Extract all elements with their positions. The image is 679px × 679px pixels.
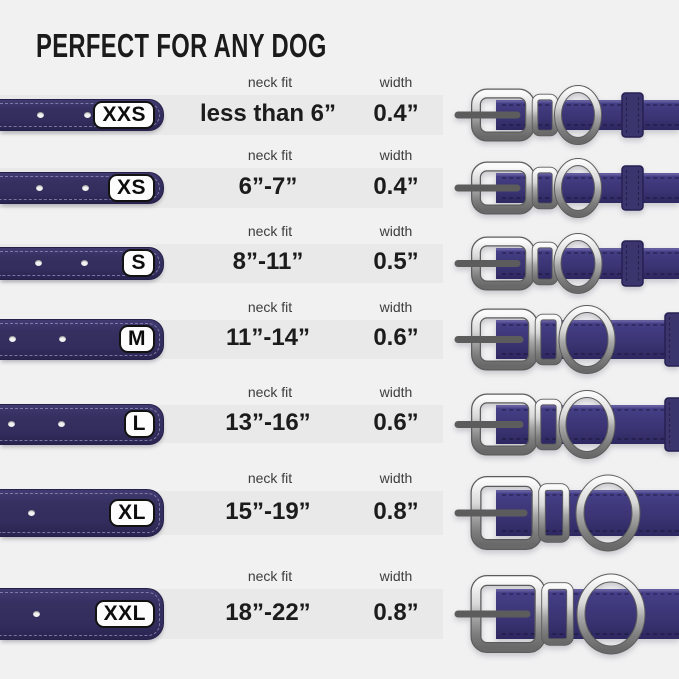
neck-fit-value: 8”-11” [232, 248, 304, 275]
neck-fit-value: 6”-7” [238, 173, 298, 200]
width-column-label: width [379, 384, 413, 400]
width-value: 0.6” [373, 324, 419, 351]
strap-hole [33, 611, 40, 617]
width-value: 0.4” [373, 100, 419, 127]
width-value: 0.8” [373, 498, 419, 525]
collar-buckle-image [450, 573, 679, 655]
width-value: 0.5” [373, 248, 419, 275]
neck-fit-value: 18”-22” [225, 599, 311, 626]
strap-hole [36, 185, 43, 191]
strap-hole [82, 185, 89, 191]
width-column-label: width [379, 470, 413, 486]
width-column-label: width [379, 298, 413, 315]
strap-hole [84, 112, 91, 118]
collar-strap-image: XS [0, 172, 164, 204]
collar-strap-image: XXL [0, 588, 164, 640]
strap-hole [8, 421, 15, 427]
width-value: 0.8” [373, 599, 419, 626]
size-badge: XS [107, 174, 155, 202]
neck-fit-value: less than 6” [199, 100, 337, 127]
neck-fit-column-label: neck fit [247, 298, 293, 315]
width-value: 0.6” [373, 409, 419, 436]
width-column-label: width [379, 74, 413, 90]
neck-fit-value: 13”-16” [225, 409, 311, 436]
size-badge: L [123, 410, 155, 438]
size-badge: S [122, 249, 155, 277]
width-value: 0.4” [373, 173, 419, 200]
strap-hole [37, 112, 44, 118]
size-badge: XL [109, 499, 155, 527]
strap-hole [35, 260, 42, 266]
neck-fit-column-label: neck fit [247, 470, 293, 486]
neck-fit-column-label: neck fit [247, 74, 293, 90]
width-column-label: width [379, 568, 413, 584]
size-badge: M [119, 325, 155, 353]
strap-hole [58, 421, 65, 427]
strap-hole [28, 510, 35, 516]
neck-fit-column-label: neck fit [247, 147, 293, 163]
neck-fit-column-label: neck fit [247, 222, 293, 239]
page-title: PERFECT FOR ANY DOG [36, 27, 327, 64]
neck-fit-value: 11”-14” [225, 324, 311, 351]
collar-buckle-image [450, 304, 679, 375]
collar-strap-image: XXS [0, 99, 164, 131]
collar-buckle-image [450, 84, 679, 146]
strap-hole [9, 336, 16, 342]
size-badge: XXS [93, 101, 155, 129]
neck-fit-value: 15”-19” [225, 498, 311, 525]
collar-buckle-image [450, 157, 679, 219]
collar-strap-image: L [0, 403, 164, 445]
strap-hole [81, 260, 88, 266]
collar-strap-image: XL [0, 489, 164, 537]
collar-buckle-image [450, 474, 679, 552]
neck-fit-column-label: neck fit [247, 568, 293, 584]
collar-strap-image: S [0, 246, 164, 280]
neck-fit-column-label: neck fit [247, 384, 293, 400]
width-column-label: width [379, 147, 413, 163]
collar-buckle-image [450, 232, 679, 295]
strap-hole [59, 336, 66, 342]
collar-strap-image: M [0, 318, 164, 360]
collar-buckle-image [450, 389, 679, 460]
width-column-label: width [379, 222, 413, 239]
size-badge: XXL [94, 600, 155, 628]
